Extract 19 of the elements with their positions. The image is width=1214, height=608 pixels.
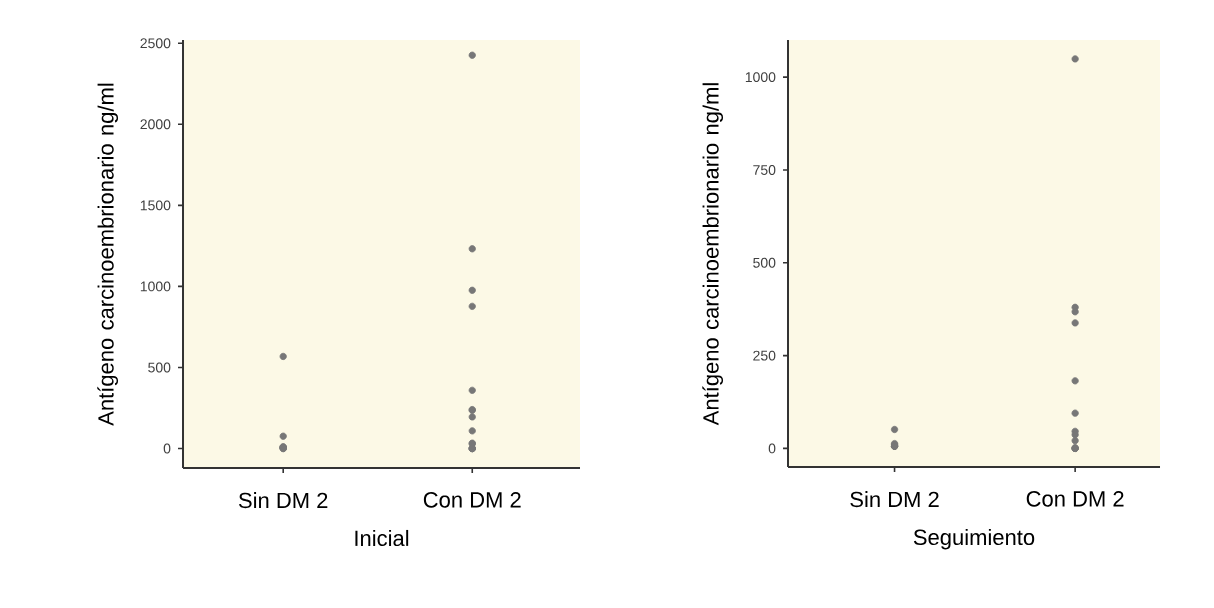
- x-tick-label: Con DM 2: [423, 492, 521, 508]
- x-tick-label: Con DM 2: [1026, 491, 1124, 507]
- x-tick-label: Sin DM 2: [850, 491, 939, 508]
- y-tick-label: 1000: [140, 281, 171, 292]
- y-tick-label: 0: [163, 443, 171, 454]
- y-tick-label: 750: [753, 165, 776, 175]
- y-tick-label: 2500: [140, 38, 171, 49]
- y-tick-label: 1000: [745, 72, 776, 83]
- x-axis-title: Seguimiento: [913, 528, 1035, 550]
- y-tick-label: 2000: [140, 119, 171, 130]
- y-axis-title: Antígeno carcinoembrionario ng/ml: [97, 83, 119, 426]
- y-tick-label: 500: [753, 257, 776, 268]
- y-tick-label: 0: [768, 443, 776, 454]
- y-tick-label: 250: [753, 350, 776, 361]
- y-tick-label: 1500: [140, 200, 171, 211]
- y-tick-label: 500: [148, 362, 171, 373]
- x-axis-title: Inicial: [355, 529, 409, 547]
- y-axis-title: Antígeno carcinoembrionario ng/ml: [702, 83, 724, 426]
- x-tick-label: Sin DM 2: [238, 492, 328, 509]
